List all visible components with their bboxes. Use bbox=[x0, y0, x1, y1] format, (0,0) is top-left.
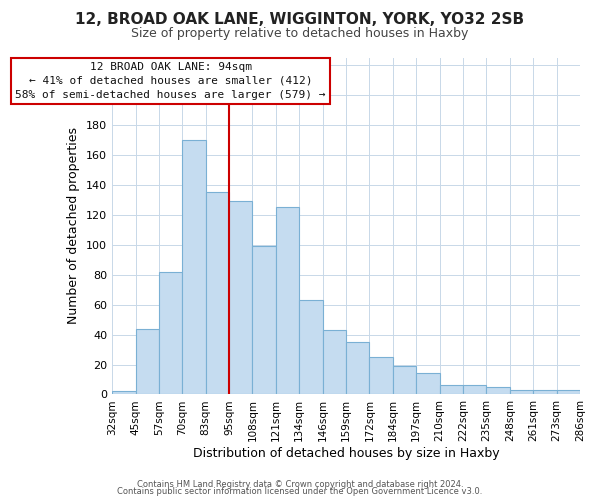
Bar bbox=[299, 300, 323, 394]
Text: 12 BROAD OAK LANE: 94sqm
← 41% of detached houses are smaller (412)
58% of semi-: 12 BROAD OAK LANE: 94sqm ← 41% of detach… bbox=[16, 62, 326, 100]
Bar bbox=[533, 390, 557, 394]
Bar bbox=[253, 246, 276, 394]
Bar bbox=[463, 386, 487, 394]
Bar bbox=[229, 202, 253, 394]
Bar bbox=[206, 192, 229, 394]
Bar bbox=[136, 328, 159, 394]
Bar bbox=[182, 140, 206, 394]
Bar bbox=[112, 392, 136, 394]
Bar bbox=[557, 390, 580, 394]
Bar bbox=[323, 330, 346, 394]
Y-axis label: Number of detached properties: Number of detached properties bbox=[67, 128, 80, 324]
Bar bbox=[416, 374, 440, 394]
Text: Contains HM Land Registry data © Crown copyright and database right 2024.: Contains HM Land Registry data © Crown c… bbox=[137, 480, 463, 489]
Bar bbox=[370, 357, 393, 395]
Bar bbox=[510, 390, 533, 394]
Text: Size of property relative to detached houses in Haxby: Size of property relative to detached ho… bbox=[131, 28, 469, 40]
Bar bbox=[159, 272, 182, 394]
Bar bbox=[487, 387, 510, 394]
Bar bbox=[440, 386, 463, 394]
X-axis label: Distribution of detached houses by size in Haxby: Distribution of detached houses by size … bbox=[193, 447, 499, 460]
Bar bbox=[393, 366, 416, 394]
Bar bbox=[346, 342, 370, 394]
Text: Contains public sector information licensed under the Open Government Licence v3: Contains public sector information licen… bbox=[118, 487, 482, 496]
Text: 12, BROAD OAK LANE, WIGGINTON, YORK, YO32 2SB: 12, BROAD OAK LANE, WIGGINTON, YORK, YO3… bbox=[76, 12, 524, 28]
Bar bbox=[276, 208, 299, 394]
